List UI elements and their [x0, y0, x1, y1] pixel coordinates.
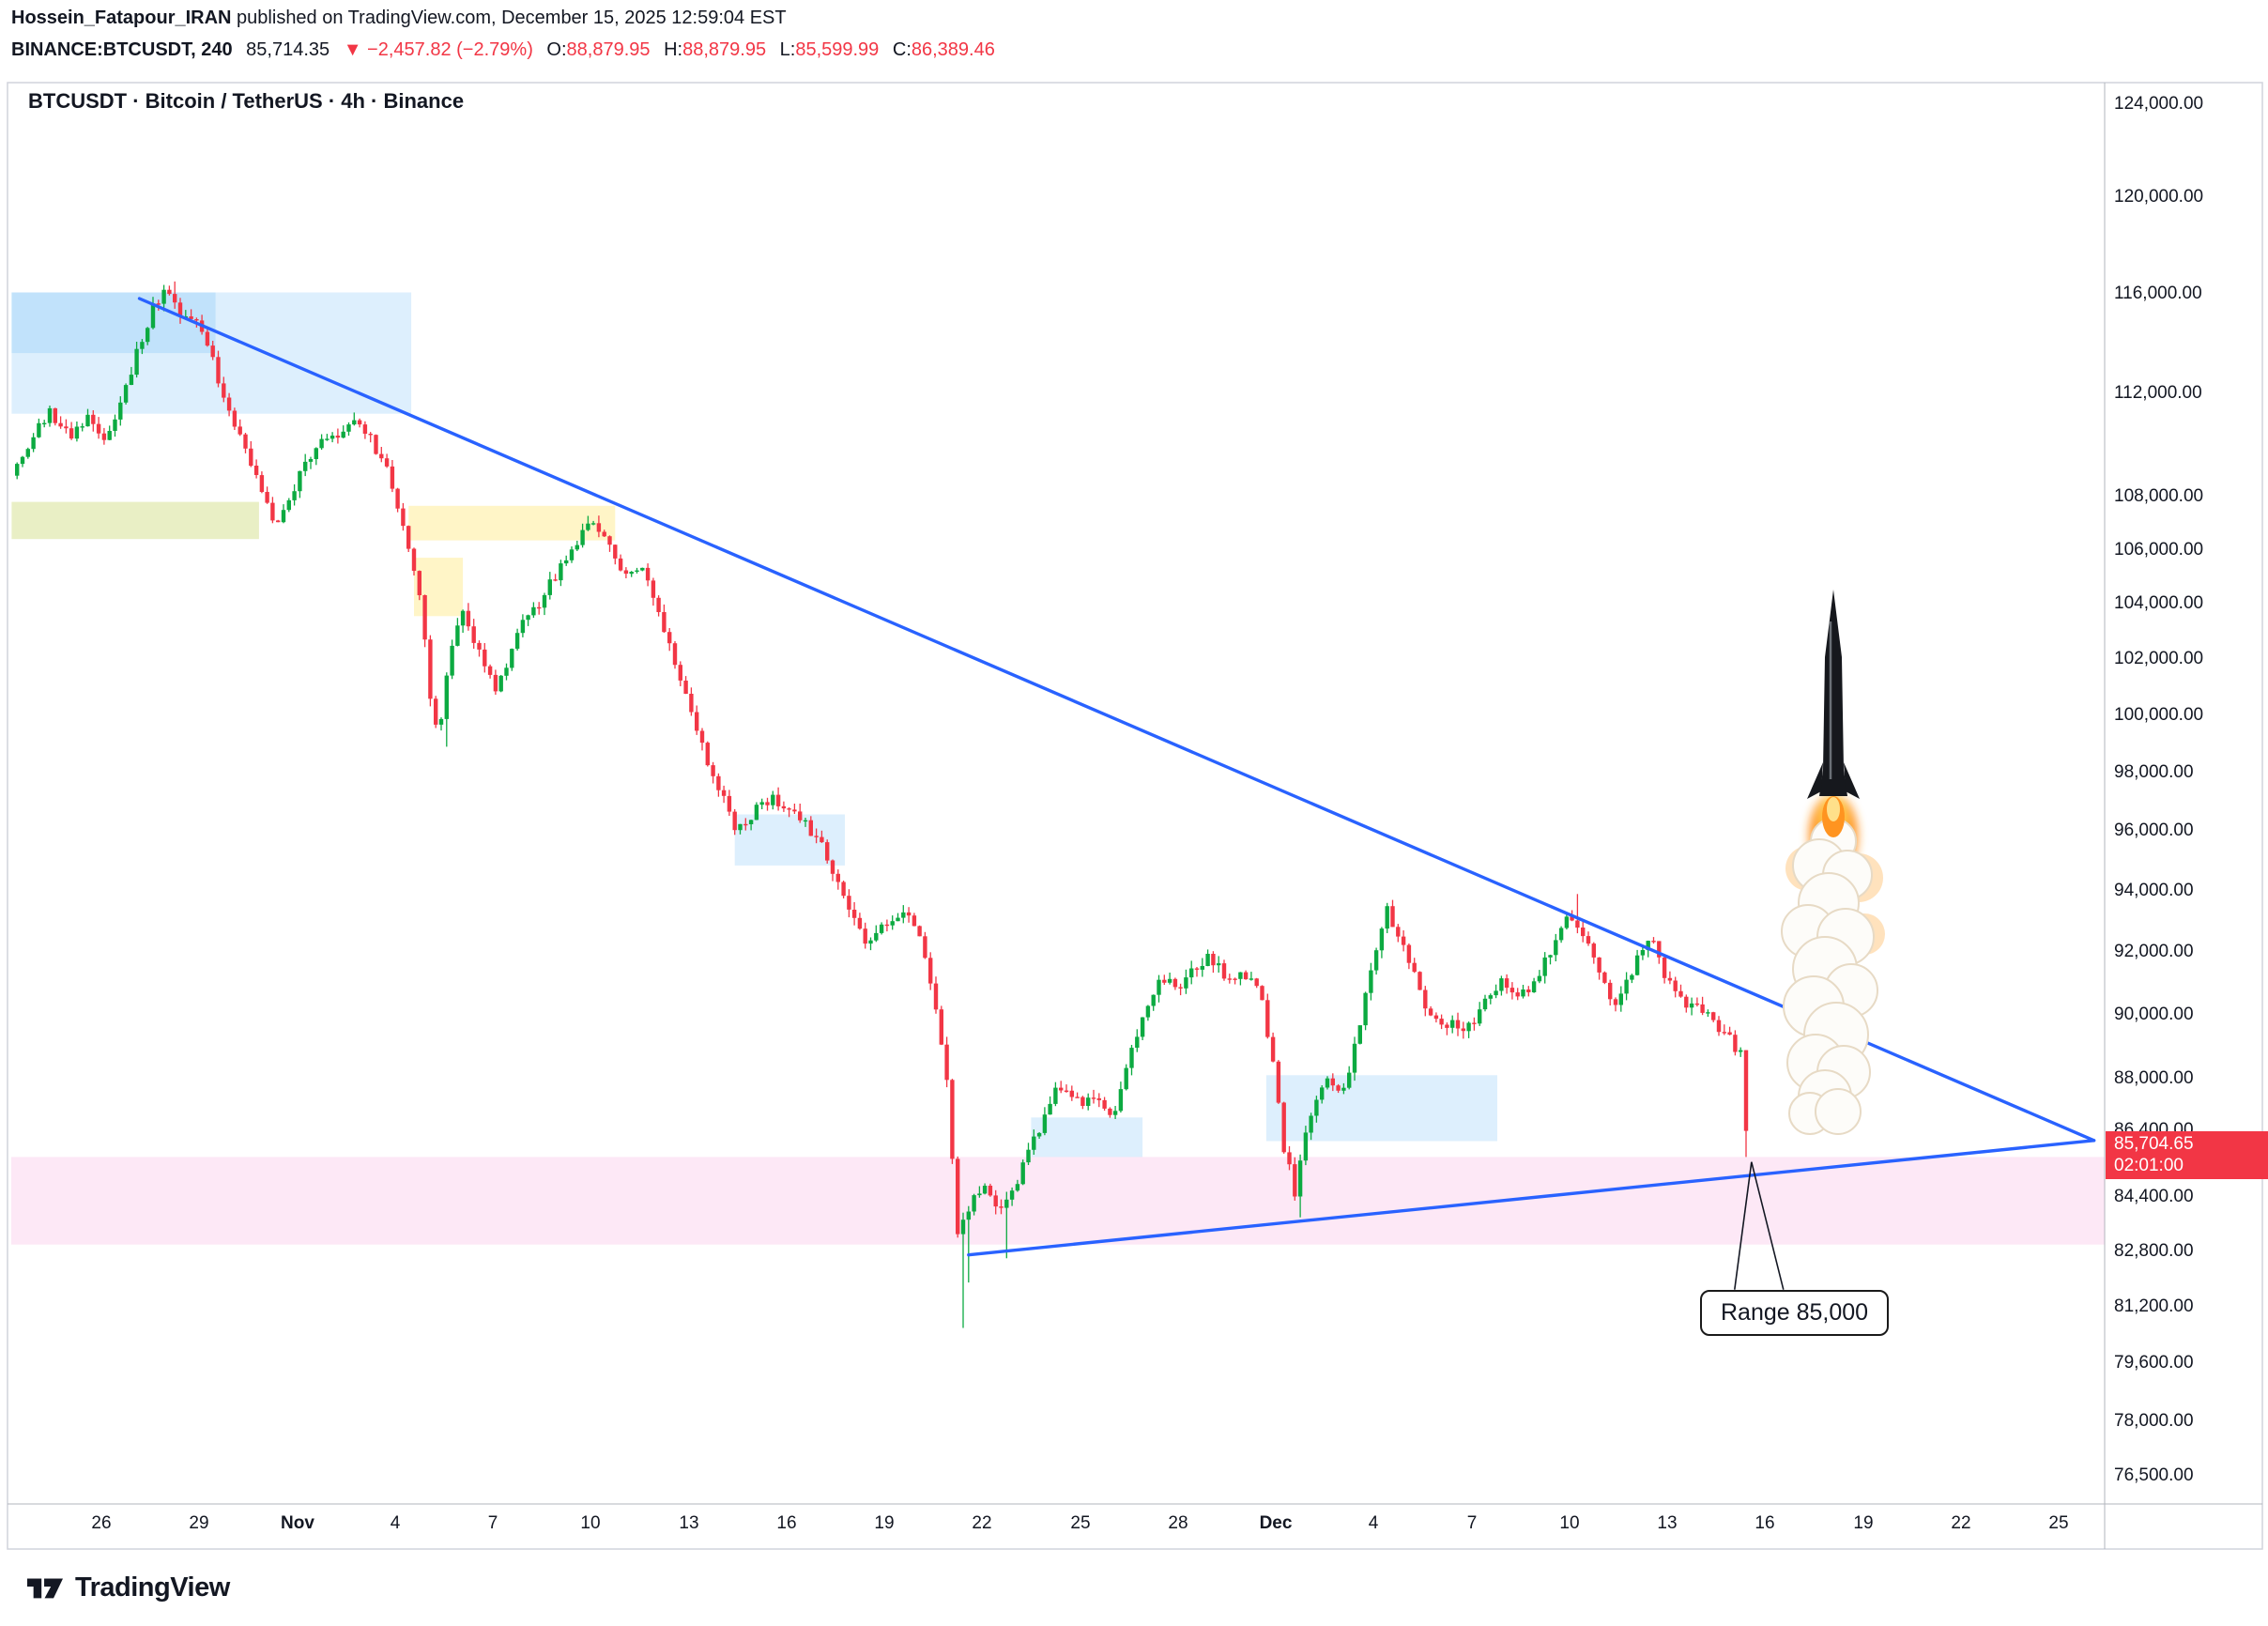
time-tick: 25: [2048, 1513, 2069, 1533]
time-tick: 25: [1070, 1513, 1091, 1533]
high-label: H:: [664, 39, 683, 60]
time-tick: 19: [1853, 1513, 1874, 1533]
time-tick: 16: [776, 1513, 797, 1533]
price-tick: 96,000.00: [2114, 821, 2194, 840]
price-tick: 76,500.00: [2114, 1465, 2194, 1485]
price-tick: 78,000.00: [2114, 1411, 2194, 1431]
tradingview-brand[interactable]: TradingView: [75, 1572, 230, 1603]
price-tick: 102,000.00: [2114, 649, 2204, 668]
current-price-label: 85,704.65 02:01:00: [2106, 1131, 2268, 1179]
ohlc-low: L:85,599.99: [780, 39, 880, 60]
publish-info: published on TradingView.com, December 1…: [231, 8, 787, 28]
chart-frame: [7, 82, 2263, 1550]
price-axis[interactable]: 124,000.00 120,000.00 116,000.00 112,000.00…: [2114, 0, 2268, 1626]
time-tick: 22: [1951, 1513, 1971, 1533]
price-change: ▼ −2,457.82 (−2.79%): [343, 39, 533, 60]
price-tick: 79,600.00: [2114, 1353, 2194, 1373]
open-label: O:: [546, 39, 567, 60]
time-tick: 4: [390, 1513, 401, 1533]
trendline-drawings[interactable]: [137, 297, 2096, 1257]
callout-lines: [1734, 1161, 1785, 1290]
time-tick: 13: [679, 1513, 699, 1533]
ohlc-open: O:88,879.95: [546, 39, 650, 60]
price-tick: 90,000.00: [2114, 1005, 2194, 1024]
time-tick: 16: [1755, 1513, 1775, 1533]
close-value: 86,389.46: [911, 39, 995, 60]
time-tick: 19: [874, 1513, 895, 1533]
low-value: 85,599.99: [795, 39, 880, 60]
range-annotation[interactable]: Range 85,000: [1700, 1290, 1890, 1336]
publisher-name[interactable]: Hossein_Fatapour_IRAN: [11, 8, 232, 28]
symbol-interval[interactable]: BINANCE:BTCUSDT, 240: [11, 39, 233, 60]
price-tick: 124,000.00: [2114, 94, 2204, 114]
time-tick: Nov: [281, 1513, 314, 1533]
current-price-value: 85,704.65: [2114, 1134, 2194, 1154]
price-tick: 106,000.00: [2114, 540, 2204, 560]
quote-header: BINANCE:BTCUSDT, 240 85,714.35 ▼ −2,457.…: [11, 39, 1004, 61]
publish-header: Hossein_Fatapour_IRAN published on Tradi…: [11, 8, 787, 29]
price-tick: 108,000.00: [2114, 486, 2204, 506]
tradingview-footer: TradingView: [24, 1570, 230, 1605]
chart-title: BTCUSDT · Bitcoin / TetherUS · 4h · Bina…: [28, 89, 465, 113]
tradingview-logo-icon[interactable]: [24, 1570, 66, 1605]
price-tick: 112,000.00: [2114, 383, 2202, 403]
low-label: L:: [779, 39, 796, 60]
price-tick: 82,800.00: [2114, 1241, 2194, 1261]
time-tick: 7: [487, 1513, 498, 1533]
price-tick: 120,000.00: [2114, 187, 2204, 207]
time-tick: 7: [1466, 1513, 1478, 1533]
time-tick: 28: [1168, 1513, 1188, 1533]
high-value: 88,879.95: [682, 39, 767, 60]
zone-boxes: [11, 292, 2105, 1245]
time-tick: 4: [1368, 1513, 1379, 1533]
ohlc-close: C:86,389.46: [893, 39, 995, 60]
ohlc-high: H:88,879.95: [664, 39, 766, 60]
candlestick-series: [15, 281, 1749, 1328]
close-label: C:: [892, 39, 912, 60]
price-tick: 100,000.00: [2114, 705, 2204, 725]
bar-countdown: 02:01:00: [2114, 1156, 2184, 1175]
time-tick: Dec: [1259, 1513, 1293, 1533]
price-tick: 81,200.00: [2114, 1296, 2194, 1316]
price-tick: 92,000.00: [2114, 942, 2194, 961]
price-tick: 116,000.00: [2114, 284, 2202, 303]
open-value: 88,879.95: [566, 39, 651, 60]
price-tick: 94,000.00: [2114, 881, 2194, 900]
time-tick: 22: [972, 1513, 992, 1533]
price-tick: 88,000.00: [2114, 1068, 2194, 1088]
price-tick: 104,000.00: [2114, 593, 2204, 613]
time-tick: 13: [1657, 1513, 1678, 1533]
time-tick: 29: [189, 1513, 209, 1533]
price-tick: 84,400.00: [2114, 1187, 2194, 1206]
time-tick: 10: [1559, 1513, 1580, 1533]
time-tick: 10: [580, 1513, 601, 1533]
last-price: 85,714.35: [246, 39, 330, 60]
rocket-illustration: [1781, 590, 1885, 1135]
time-tick: 26: [91, 1513, 112, 1533]
price-tick: 98,000.00: [2114, 762, 2194, 782]
